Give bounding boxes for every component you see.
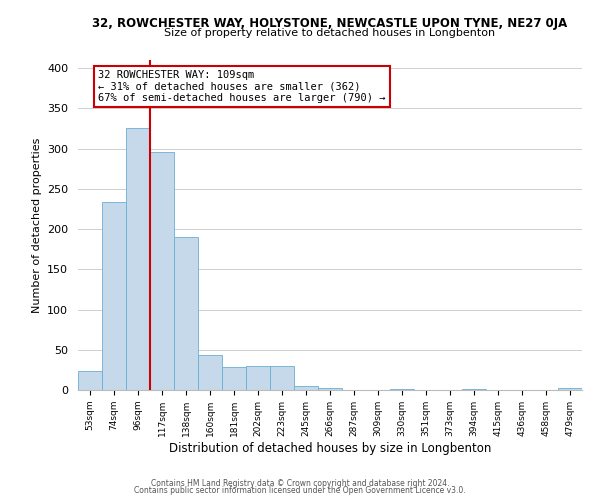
Bar [78, 372, 102, 390]
Text: 32, ROWCHESTER WAY, HOLYSTONE, NEWCASTLE UPON TYNE, NE27 0JA: 32, ROWCHESTER WAY, HOLYSTONE, NEWCASTLE… [92, 18, 568, 30]
Text: Contains HM Land Registry data © Crown copyright and database right 2024.: Contains HM Land Registry data © Crown c… [151, 478, 449, 488]
Bar [174, 237, 198, 390]
Bar [294, 386, 318, 390]
X-axis label: Distribution of detached houses by size in Longbenton: Distribution of detached houses by size … [169, 442, 491, 454]
Text: Contains public sector information licensed under the Open Government Licence v3: Contains public sector information licen… [134, 486, 466, 495]
Bar [222, 366, 246, 390]
Bar [390, 389, 414, 390]
Bar [558, 388, 582, 390]
Bar [126, 128, 150, 390]
Bar [246, 366, 270, 390]
Y-axis label: Number of detached properties: Number of detached properties [32, 138, 41, 312]
Bar [318, 388, 342, 390]
Text: 32 ROWCHESTER WAY: 109sqm
← 31% of detached houses are smaller (362)
67% of semi: 32 ROWCHESTER WAY: 109sqm ← 31% of detac… [98, 70, 386, 103]
Bar [270, 366, 294, 390]
Bar [198, 356, 222, 390]
Bar [102, 202, 126, 390]
Bar [462, 389, 486, 390]
Text: Size of property relative to detached houses in Longbenton: Size of property relative to detached ho… [164, 28, 496, 38]
Bar [150, 152, 174, 390]
